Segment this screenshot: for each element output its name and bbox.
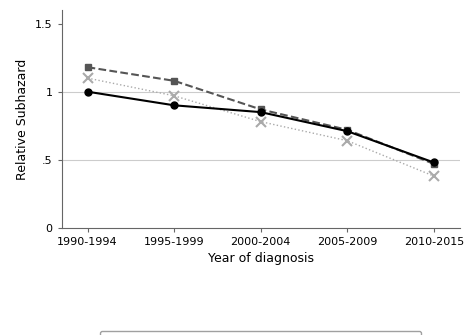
Legend: Non Maori Non Pacific Islander, Māori, Pacific Islander: Non Maori Non Pacific Islander, Māori, P…: [100, 331, 421, 335]
Y-axis label: Relative Subhazard: Relative Subhazard: [17, 58, 29, 180]
X-axis label: Year of diagnosis: Year of diagnosis: [208, 252, 314, 265]
